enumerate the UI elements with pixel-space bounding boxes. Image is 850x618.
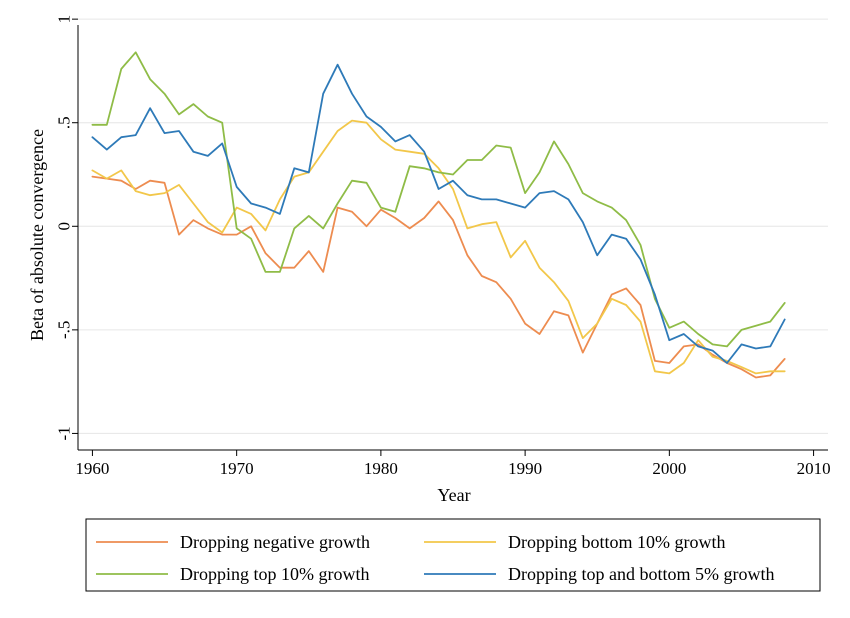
legend-box [85, 518, 821, 592]
x-tick-labels: 1960 1970 1980 1990 2000 2010 [75, 459, 830, 478]
x-tick-label: 1980 [364, 459, 398, 478]
series-lines [91, 51, 786, 379]
series-line-1 [91, 175, 786, 379]
x-axis-title: Year [437, 485, 470, 505]
legend-entries: Dropping negative growth Dropping bottom … [96, 532, 774, 584]
series-line-2 [91, 119, 786, 375]
x-tick-label: 1970 [220, 459, 254, 478]
y-tick-label: -1 [55, 426, 74, 440]
x-tick-label: 2010 [797, 459, 831, 478]
legend: Dropping negative growth Dropping bottom … [85, 518, 821, 592]
y-tick-label: 0 [55, 222, 74, 231]
y-axis-title: Beta of absolute convergence [27, 129, 47, 341]
legend-label-3: Dropping top 10% growth [180, 564, 369, 584]
y-tick-label: 1 [55, 15, 74, 24]
series-line-4 [91, 63, 786, 364]
series-line-3 [91, 51, 786, 348]
x-tick-label: 2000 [652, 459, 686, 478]
y-tick-labels: 1 .5 0 -.5 -1 [55, 15, 74, 441]
legend-label-1: Dropping negative growth [180, 532, 370, 552]
x-tick-label: 1990 [508, 459, 542, 478]
y-tick-label: .5 [55, 116, 74, 129]
legend-label-4: Dropping top and bottom 5% growth [508, 564, 774, 584]
legend-label-2: Dropping bottom 10% growth [508, 532, 726, 552]
axes [72, 18, 828, 456]
y-tick-label: -.5 [55, 321, 74, 339]
x-tick-label: 1960 [75, 459, 109, 478]
